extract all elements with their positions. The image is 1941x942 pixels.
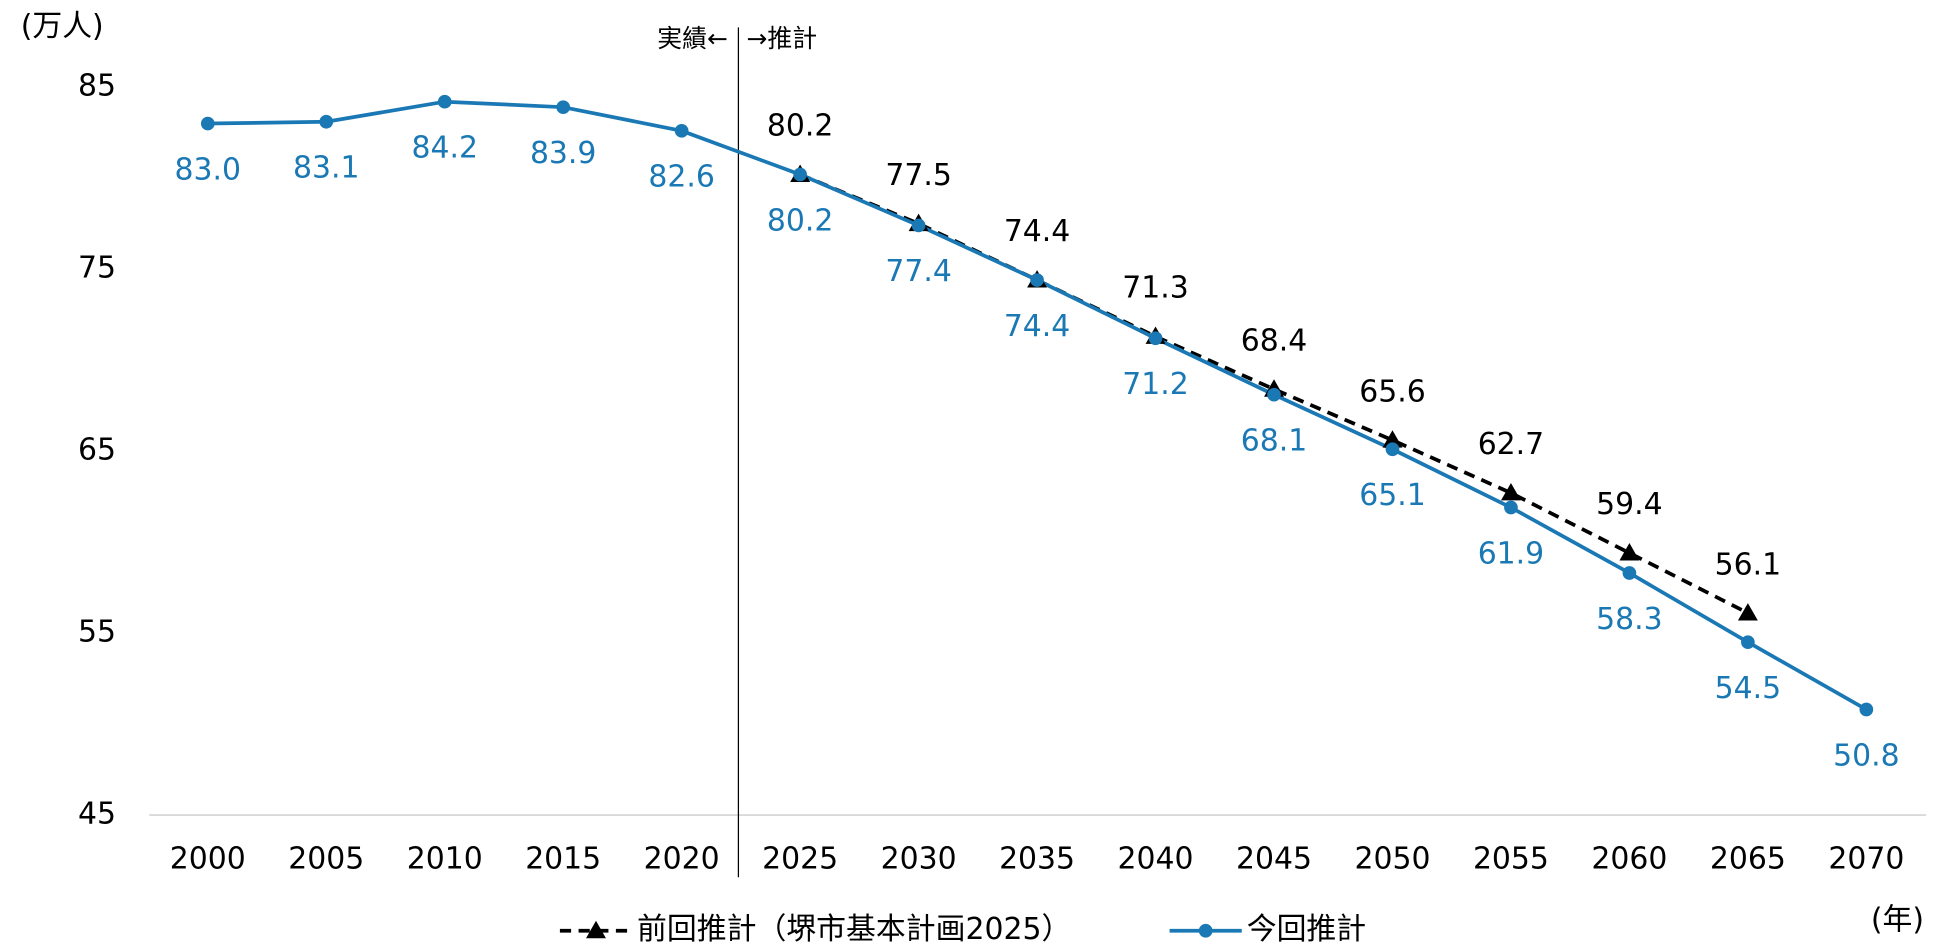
- y-tick-label: 45: [78, 797, 116, 832]
- x-tick-label: 2025: [762, 841, 838, 876]
- data-label: 84.2: [411, 130, 477, 165]
- point: [319, 114, 334, 129]
- data-label: 74.4: [1004, 214, 1070, 249]
- point: [1385, 442, 1400, 457]
- legend-label: 今回推計: [1247, 912, 1366, 942]
- data-label: 83.0: [175, 152, 241, 187]
- data-label: 65.6: [1359, 374, 1425, 409]
- data-label: 80.2: [767, 109, 833, 144]
- x-tick-label: 2045: [1236, 841, 1312, 876]
- data-label: 71.3: [1122, 271, 1188, 306]
- x-tick-label: 2050: [1354, 841, 1430, 876]
- data-label: 54.5: [1715, 671, 1781, 706]
- data-label: 50.8: [1833, 738, 1899, 773]
- data-label: 82.6: [648, 160, 714, 195]
- data-label: 61.9: [1478, 536, 1544, 571]
- point: [674, 123, 689, 138]
- x-tick-label: 2015: [525, 841, 601, 876]
- data-label: 58.3: [1596, 602, 1662, 637]
- point: [1504, 500, 1518, 515]
- point: [1500, 482, 1521, 501]
- data-label: 65.1: [1359, 478, 1425, 513]
- x-tick-label: 2010: [407, 841, 483, 876]
- annotation: 実績←: [657, 24, 728, 53]
- point: [1267, 387, 1281, 402]
- point: [911, 218, 926, 233]
- y-tick-label: 85: [78, 69, 116, 104]
- point: [200, 116, 215, 131]
- point: [1619, 543, 1640, 561]
- x-tick-label: 2035: [999, 841, 1075, 876]
- data-label: 83.9: [530, 136, 596, 171]
- x-tick-label: 2055: [1473, 841, 1549, 876]
- annotation: →推計: [747, 24, 818, 53]
- data-label: 59.4: [1596, 487, 1662, 522]
- point: [1030, 273, 1044, 287]
- x-tick-label: 2000: [170, 841, 246, 876]
- x-tick-label: 2060: [1591, 841, 1667, 876]
- data-label: 83.1: [293, 151, 359, 186]
- y-tick-label: 65: [78, 433, 116, 468]
- x-tick-label: 2030: [881, 841, 957, 876]
- point: [437, 94, 452, 109]
- data-label: 56.1: [1715, 547, 1781, 582]
- point: [793, 167, 807, 182]
- legend-label: 前回推計（堺市基本計画2025）: [637, 912, 1071, 942]
- x-tick-label: 2065: [1710, 841, 1786, 876]
- data-label: 80.2: [767, 203, 833, 238]
- data-label: 77.5: [885, 158, 951, 193]
- legend-marker: [1198, 923, 1213, 938]
- point: [1859, 702, 1874, 717]
- y-tick-label: 75: [78, 251, 116, 286]
- legend-marker: [586, 920, 606, 939]
- y-axis-title: (万人): [21, 9, 104, 44]
- x-tick-label: 2020: [644, 841, 720, 876]
- y-tick-label: 55: [78, 615, 116, 650]
- point: [1622, 566, 1637, 580]
- x-tick-label: 2005: [288, 841, 364, 876]
- x-tick-label: 2040: [1118, 841, 1194, 876]
- x-axis-title: (年): [1871, 902, 1924, 937]
- data-label: 77.4: [885, 254, 951, 289]
- point: [1737, 603, 1758, 621]
- point: [1382, 430, 1403, 448]
- data-label: 68.1: [1241, 423, 1307, 458]
- data-label: 74.4: [1004, 309, 1070, 344]
- point: [1741, 635, 1755, 650]
- point: [1148, 331, 1163, 346]
- point: [556, 100, 571, 115]
- x-tick-label: 2070: [1828, 841, 1904, 876]
- data-label: 68.4: [1241, 323, 1307, 358]
- data-label: 62.7: [1478, 427, 1544, 462]
- data-label: 71.2: [1122, 367, 1188, 402]
